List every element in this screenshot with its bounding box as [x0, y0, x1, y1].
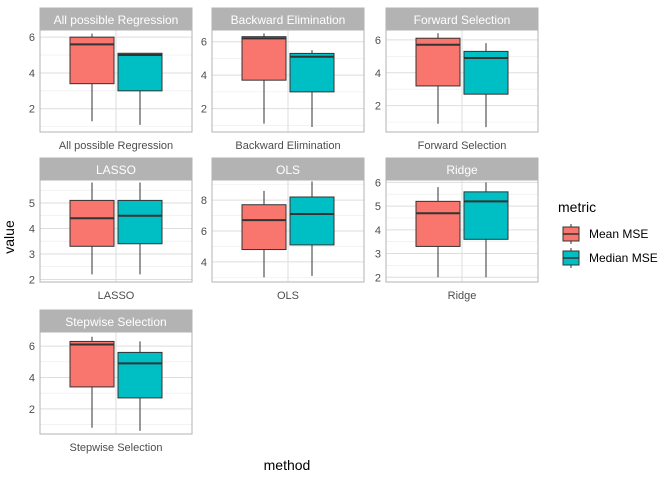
y-tick-label: 2: [201, 104, 207, 116]
box-median-mse: [117, 341, 163, 431]
box-mean-mse: [241, 190, 287, 278]
legend-items: Mean MSE Median MSE: [562, 224, 658, 268]
x-tick-label: Ridge: [448, 290, 477, 302]
box-body: [415, 37, 461, 87]
box-body: [117, 52, 163, 92]
legend-item-median-mse: Median MSE: [562, 248, 658, 268]
y-tick-label: 6: [375, 35, 381, 47]
box-body: [69, 340, 115, 388]
facet-panel-ols: OLS 4 6 8 OLS: [201, 157, 365, 302]
box-body: [117, 199, 163, 245]
y-tick-label: 3: [29, 249, 35, 261]
facet-strip-label: All possible Regression: [54, 13, 179, 27]
facet-panel-stepwise-selection: Stepwise Selection 2 4 6 Stepwise Selection: [29, 309, 193, 454]
box-body: [289, 52, 335, 93]
facet-strip-label: Backward Elimination: [231, 13, 346, 27]
box-body: [463, 191, 509, 240]
y-tick-label: 6: [375, 177, 381, 189]
box-body: [415, 200, 461, 247]
box-body: [241, 36, 287, 81]
legend-label: Median MSE: [589, 251, 658, 265]
y-tick-label: 5: [29, 198, 35, 210]
y-tick-label: 2: [29, 404, 35, 416]
panel-border: [39, 29, 193, 133]
facet-strip-label: LASSO: [96, 163, 136, 177]
box-body: [241, 204, 287, 251]
y-tick-label: 6: [201, 37, 207, 49]
box-mean-mse: [69, 182, 115, 275]
y-tick-label: 3: [375, 249, 381, 261]
x-tick-label: Stepwise Selection: [70, 442, 163, 454]
panel-border: [39, 331, 193, 435]
box-mean-mse: [415, 33, 461, 124]
facet-panel-ridge: Ridge 2 3 4 5 6 Ridge: [375, 157, 539, 302]
legend-label: Mean MSE: [589, 227, 648, 241]
y-tick-label: 5: [375, 201, 381, 213]
y-tick-label: 6: [29, 341, 35, 353]
box-median-mse: [289, 50, 335, 127]
box-median-mse: [463, 182, 509, 278]
panel-border: [211, 29, 365, 133]
y-tick-label: 6: [201, 226, 207, 238]
legend-item-mean-mse: Mean MSE: [562, 224, 648, 244]
y-tick-label: 4: [201, 257, 207, 269]
facet-panels: All possible Regression 2 4 6 All possible R…: [29, 7, 539, 454]
facet-strip-label: Ridge: [446, 163, 478, 177]
panel-border: [385, 179, 539, 283]
box-median-mse: [289, 181, 335, 276]
box-mean-mse: [415, 187, 461, 278]
y-tick-label: 2: [29, 104, 35, 116]
y-tick-label: 4: [201, 70, 207, 82]
y-tick-label: 4: [375, 68, 381, 80]
panel-border: [211, 179, 365, 283]
facet-panel-forward-selection: Forward Selection 2 4 6 Forward Selection: [375, 7, 539, 152]
box-median-mse: [117, 182, 163, 275]
x-axis-title: method: [264, 457, 311, 473]
y-tick-label: 2: [375, 101, 381, 113]
facet-strip-label: OLS: [276, 163, 300, 177]
y-tick-label: 4: [29, 373, 35, 385]
box-median-mse: [463, 43, 509, 128]
box-body: [117, 351, 163, 399]
x-tick-label: Forward Selection: [418, 140, 507, 152]
x-tick-label: All possible Regression: [59, 140, 173, 152]
box-mean-mse: [69, 33, 115, 122]
x-tick-label: Backward Elimination: [235, 140, 340, 152]
facet-panel-backward-elimination: Backward Elimination 2 4 6 Backward Eliminat…: [201, 7, 365, 152]
y-tick-label: 2: [29, 274, 35, 286]
facet-strip-label: Stepwise Selection: [65, 315, 166, 329]
x-tick-label: OLS: [277, 290, 299, 302]
box-mean-mse: [241, 33, 287, 124]
box-body: [289, 196, 335, 246]
y-tick-label: 8: [201, 195, 207, 207]
facet-panel-lasso: LASSO 2 3 4 5 LASSO: [29, 157, 193, 302]
y-tick-label: 4: [375, 225, 381, 237]
y-tick-label: 4: [29, 68, 35, 80]
y-tick-label: 2: [375, 272, 381, 284]
x-tick-label: LASSO: [98, 290, 135, 302]
panel-border: [39, 179, 193, 283]
panel-border: [385, 29, 539, 133]
box-median-mse: [117, 52, 163, 125]
box-mean-mse: [69, 336, 115, 428]
y-axis-title: value: [1, 220, 17, 254]
facet-strip-label: Forward Selection: [414, 13, 511, 27]
y-tick-label: 4: [29, 223, 35, 235]
facet-panel-all-possible-regression: All possible Regression 2 4 6 All possible R…: [29, 7, 193, 152]
y-tick-label: 6: [29, 32, 35, 44]
box-body: [69, 199, 115, 247]
legend-title: metric: [558, 199, 596, 215]
legend: metric Mean MSE Median MSE: [558, 199, 658, 268]
